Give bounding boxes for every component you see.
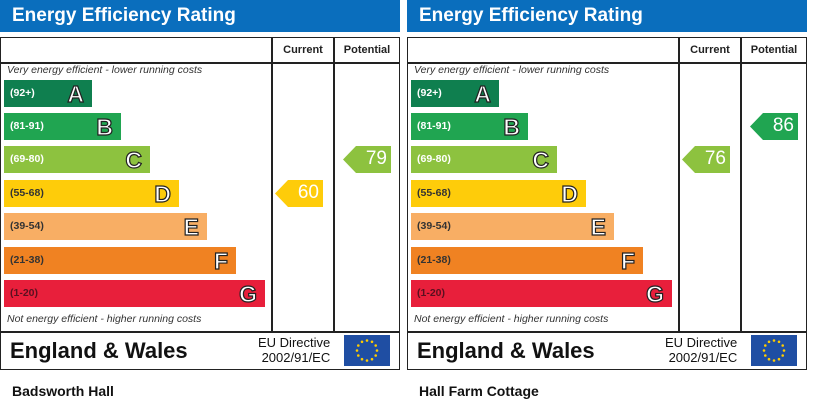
band-letter: A [474,80,492,107]
rating-band-f: (21-38) F [411,247,643,275]
current-rating-value: 60 [297,182,319,203]
potential-column-header: Potential [343,44,391,56]
rating-band-c: (69-80) C [411,146,557,174]
column-divider [333,38,335,331]
current-column-header: Current [690,44,730,56]
band-letter: A [67,80,85,107]
current-column-header: Current [283,44,323,56]
chart-title: Energy Efficiency Rating [12,5,236,26]
rating-band-g: (1-20) G [411,280,672,308]
rating-band-c: (69-80) C [4,146,150,174]
band-range: (81-91) [10,120,44,132]
band-range: (39-54) [417,220,451,232]
band-letter: F [213,247,228,274]
rating-table: Current Potential [0,37,400,370]
top-note: Very energy efficient - lower running co… [7,64,203,76]
rating-band-d: (55-68) D [4,180,179,208]
footer-divider [1,331,399,333]
region-label: England & Wales [417,338,595,363]
region-label: England & Wales [10,338,188,363]
eu-directive-line2: 2002/91/EC [668,350,738,365]
band-range: (1-20) [417,287,446,299]
rating-table: Current Potential [407,37,807,370]
band-letter: D [561,180,579,207]
epc-chart-badsworth-hall: Energy Efficiency Rating Current Potential… [0,0,402,411]
current-rating-arrow: 76 [682,146,730,173]
band-range: (81-91) [417,120,451,132]
eu-flag-icon [344,335,390,366]
eu-flag-icon [751,335,797,366]
band-range: (55-68) [10,187,44,199]
eu-directive-line1: EU Directive [258,335,331,350]
eu-directive-line1: EU Directive [665,335,738,350]
column-divider [271,38,273,331]
rating-band-a: (92+) A [411,80,499,108]
band-letter: G [646,280,665,307]
current-rating-arrow: 60 [275,180,323,207]
eu-directive: EU Directive 2002/91/EC [665,335,737,365]
chart-title: Energy Efficiency Rating [419,5,643,26]
rating-band-a: (92+) A [4,80,92,108]
eu-directive: EU Directive 2002/91/EC [258,335,330,365]
epc-chart-hall-farm-cottage: Energy Efficiency Rating Current Potential… [407,0,809,411]
eu-directive-line2: 2002/91/EC [261,350,331,365]
potential-rating-value: 86 [772,115,794,136]
bottom-note: Not energy efficient - higher running co… [414,313,609,325]
potential-rating-value: 79 [365,148,387,169]
band-range: (92+) [10,87,35,99]
title-bar: Energy Efficiency Rating [0,0,400,32]
band-letter: B [96,113,114,140]
current-rating-value: 76 [704,148,726,169]
title-bar: Energy Efficiency Rating [407,0,807,32]
potential-column-header: Potential [750,44,798,56]
band-letter: E [590,213,607,240]
column-divider [678,38,680,331]
property-name: Badsworth Hall [12,383,114,399]
potential-rating-arrow: 86 [750,113,798,140]
rating-band-e: (39-54) E [4,213,207,241]
footer-divider [408,331,806,333]
rating-band-f: (21-38) F [4,247,236,275]
top-note: Very energy efficient - lower running co… [414,64,610,76]
header-divider [408,62,806,64]
band-range: (69-80) [417,153,451,165]
potential-rating-arrow: 79 [343,146,391,173]
column-divider [740,38,742,331]
band-letter: D [154,180,172,207]
band-letter: G [239,280,258,307]
bottom-note: Not energy efficient - higher running co… [7,313,202,325]
band-letter: F [620,247,635,274]
band-range: (21-38) [417,254,451,266]
rating-band-d: (55-68) D [411,180,586,208]
band-range: (92+) [417,87,442,99]
band-range: (69-80) [10,153,44,165]
rating-band-g: (1-20) G [4,280,265,308]
band-letter: C [125,146,143,173]
band-letter: B [503,113,521,140]
rating-band-b: (81-91) B [4,113,121,141]
band-letter: E [183,213,200,240]
header-divider [1,62,399,64]
band-range: (55-68) [417,187,451,199]
band-range: (21-38) [10,254,44,266]
property-name: Hall Farm Cottage [419,383,539,399]
rating-band-e: (39-54) E [411,213,614,241]
band-letter: C [532,146,550,173]
rating-band-b: (81-91) B [411,113,528,141]
band-range: (1-20) [10,287,39,299]
band-range: (39-54) [10,220,44,232]
